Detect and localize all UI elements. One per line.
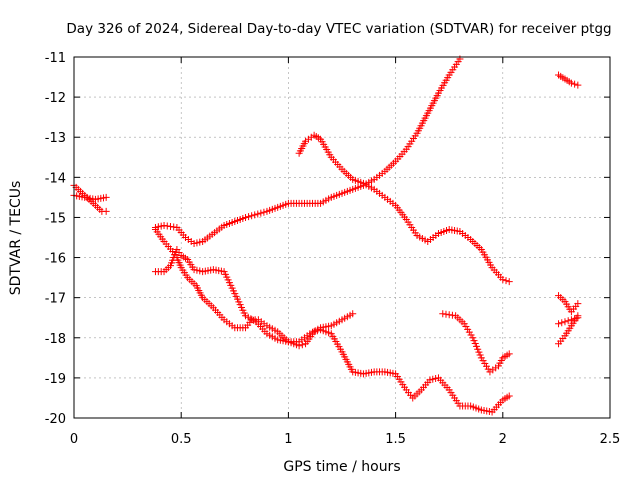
data-point [448,311,456,319]
chart-title: Day 326 of 2024, Sidereal Day-to-day VTE… [66,21,611,37]
data-point [163,222,171,230]
data-point [476,351,484,359]
data-point [257,209,265,217]
data-point [505,350,513,358]
data-point [426,376,434,384]
data-point [472,342,480,350]
y-tick-label: -11 [45,51,66,66]
data-point [193,239,201,247]
data-point [574,300,582,308]
data-series [555,71,582,89]
data-markers [70,55,582,416]
data-point [561,318,569,326]
data-point [349,310,357,318]
data-point [102,207,110,215]
tick-labels: 0 0.5 1 1.5 2 2.5 -11 -12 -13 -14 -15 -16 -17 -18 -19 -… [45,51,621,447]
data-point [160,221,168,229]
data-point [196,238,204,246]
data-point [102,193,110,201]
data-point [254,210,262,218]
data-point [499,276,507,284]
x-tick-label: 2.5 [600,432,621,447]
data-series [151,225,513,416]
x-tick-label: 0 [70,432,78,447]
data-point [170,223,178,231]
data-series [70,181,110,215]
x-tick-label: 1 [284,432,292,447]
data-point [429,375,437,383]
data-point [166,222,174,230]
data-point [295,342,303,350]
data-point [310,328,318,336]
y-tick-label: -20 [45,412,66,427]
data-point [470,337,478,345]
data-series [555,292,582,316]
data-point [567,79,575,87]
x-tick-label: 0.5 [171,432,192,447]
data-series [439,310,513,376]
data-point [190,240,198,248]
y-axis-label: SDTVAR / TECUs [8,181,24,296]
data-point [571,80,579,88]
data-point [193,266,201,274]
data-point [471,340,479,348]
data-point [574,312,582,320]
y-tick-label: -19 [45,372,66,387]
data-point [555,320,563,328]
gridlines [74,57,610,418]
y-tick-label: -16 [45,252,66,267]
data-point [248,212,256,220]
y-tick-label: -17 [45,292,66,307]
data-point [505,278,513,286]
data-point [567,316,575,324]
data-point [245,213,253,221]
data-point [564,317,572,325]
y-tick-label: -14 [45,171,66,186]
data-point [558,319,566,327]
y-tick-label: -12 [45,91,66,106]
data-point [190,266,198,274]
data-point [157,222,165,230]
y-tick-label: -13 [45,131,66,146]
data-point [475,348,483,356]
data-point [445,311,453,319]
data-point [251,211,259,219]
data-point [442,310,450,318]
data-series [151,246,357,346]
y-tick-label: -15 [45,211,66,226]
data-point [505,392,513,400]
x-tick-label: 2 [499,432,507,447]
data-point [313,327,321,335]
data-point [469,334,477,342]
data-point [439,310,447,318]
data-series [295,131,513,286]
data-point [474,345,482,353]
data-point [260,208,268,216]
x-tick-label: 1.5 [385,432,406,447]
data-series [555,312,582,348]
data-point [432,375,440,383]
data-point [242,213,250,221]
data-point [502,277,510,285]
data-point [298,341,306,349]
x-axis-label: GPS time / hours [283,459,400,475]
data-point [574,81,582,89]
plot-frame [73,56,611,419]
y-tick-label: -18 [45,332,66,347]
